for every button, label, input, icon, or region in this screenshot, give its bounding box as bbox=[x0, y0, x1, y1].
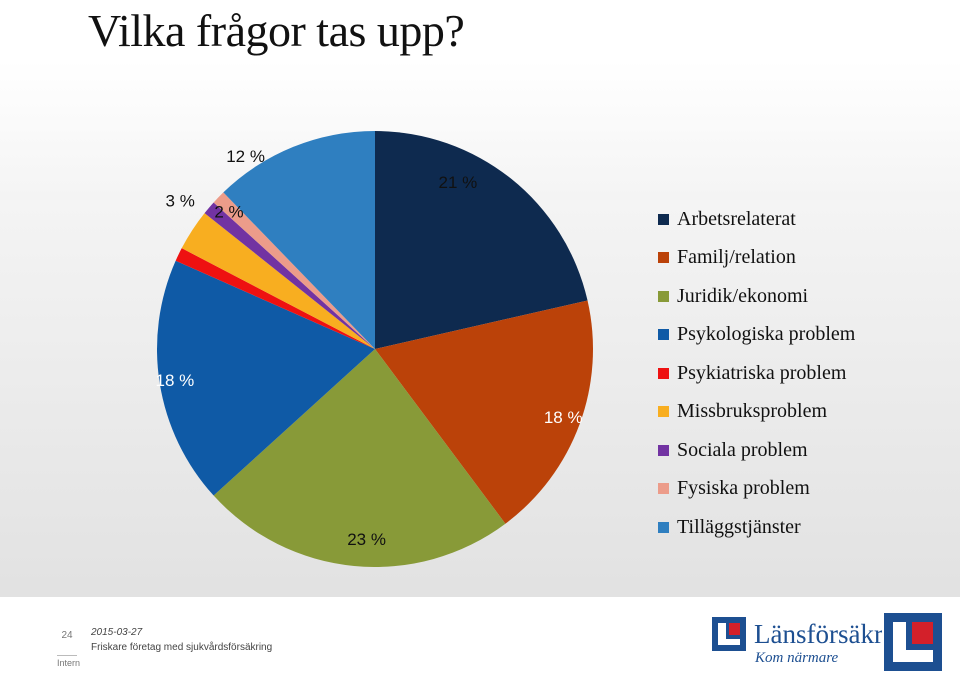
legend-label: Tilläggstjänster bbox=[677, 515, 801, 538]
legend-label: Juridik/ekonomi bbox=[677, 284, 809, 307]
slice-label-6: 3 % bbox=[166, 191, 195, 210]
company-logo: Länsförsäkringar Kom närmare bbox=[712, 615, 882, 671]
legend-item-9: Tilläggstjänster bbox=[658, 508, 855, 547]
logo-mark-icon bbox=[712, 617, 746, 651]
brand-name: Länsförsäkringar bbox=[754, 619, 882, 649]
page-title: Vilka frågor tas upp? bbox=[88, 5, 465, 56]
legend-item-5: Psykiatriska problem bbox=[658, 354, 855, 393]
legend-item-6: Missbruksproblem bbox=[658, 393, 855, 432]
pie-slice-5 bbox=[175, 248, 375, 349]
legend-item-3: Juridik/ekonomi bbox=[658, 277, 855, 316]
legend-swatch bbox=[658, 444, 669, 456]
legend-item-7: Sociala problem bbox=[658, 431, 855, 470]
legend-label: Psykiatriska problem bbox=[677, 361, 847, 384]
page-number: 24 bbox=[61, 630, 73, 641]
legend-label: Familj/relation bbox=[677, 246, 796, 269]
legend-swatch bbox=[658, 483, 669, 495]
pie-slice-1 bbox=[375, 131, 588, 349]
pie-slice-8 bbox=[213, 192, 375, 349]
footer-subtitle: Friskare företag med sjukvårdsförsäkring bbox=[91, 642, 273, 653]
legend-label: Sociala problem bbox=[677, 438, 808, 461]
pie-slice-3 bbox=[213, 349, 506, 568]
legend-item-1: Arbetsrelaterat bbox=[658, 200, 855, 239]
footer: 24 Intern 2015-03-27 Friskare företag me… bbox=[0, 597, 960, 681]
slice-label-4: 18 % bbox=[156, 371, 195, 390]
legend-item-8: Fysiska problem bbox=[658, 470, 855, 509]
pie-slice-4 bbox=[157, 260, 375, 496]
pie-chart: 21 % 18 % 23 % 18 % 3 % 12 % 2 % bbox=[156, 131, 593, 568]
pie-slice-9 bbox=[223, 131, 375, 349]
legend-item-2: Familj/relation bbox=[658, 239, 855, 278]
slice-label-2: 18 % bbox=[544, 408, 583, 427]
legend-swatch bbox=[658, 367, 669, 379]
legend-label: Fysiska problem bbox=[677, 477, 810, 500]
footer-date: 2015-03-27 bbox=[91, 627, 143, 638]
legend-swatch bbox=[658, 290, 669, 302]
extra-slice-label-1: 2 % bbox=[214, 202, 243, 221]
logo-emblem-icon bbox=[884, 613, 942, 671]
slice-label-9: 12 % bbox=[226, 147, 265, 166]
legend-swatch bbox=[658, 213, 669, 225]
page-number-divider bbox=[57, 655, 77, 656]
brand-tagline: Kom närmare bbox=[755, 650, 839, 666]
legend-item-4: Psykologiska problem bbox=[658, 316, 855, 355]
legend-label: Psykologiska problem bbox=[677, 323, 856, 346]
legend-swatch bbox=[658, 406, 669, 418]
chart-legend: Arbetsrelaterat Familj/relation Juridik/ek… bbox=[658, 200, 855, 547]
pie-slice-2 bbox=[375, 300, 593, 524]
slice-label-3: 23 % bbox=[347, 530, 386, 549]
legend-label: Arbetsrelaterat bbox=[677, 207, 796, 230]
legend-swatch bbox=[658, 329, 669, 341]
legend-swatch bbox=[658, 521, 669, 533]
legend-label: Missbruksproblem bbox=[677, 400, 827, 423]
pie-slice-6 bbox=[181, 213, 375, 349]
slice-label-1: 21 % bbox=[439, 173, 478, 192]
legend-swatch bbox=[658, 252, 669, 264]
pie-slice-7 bbox=[204, 202, 375, 349]
classification-label: Intern bbox=[57, 658, 81, 668]
